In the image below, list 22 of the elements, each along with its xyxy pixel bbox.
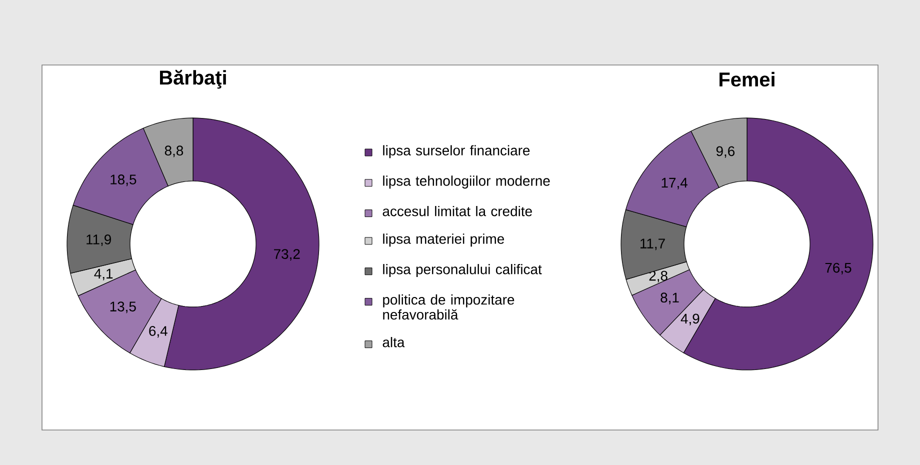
data-label: 17,4 (662, 178, 688, 190)
chart-title: Femei (720, 72, 774, 87)
data-label: 13,5 (110, 302, 136, 314)
data-label: 4,1 (94, 268, 113, 280)
legend-label: lipsa surselor financiare (383, 145, 530, 158)
data-label: 11,9 (86, 234, 111, 246)
data-label: 11,7 (640, 238, 665, 250)
data-label: 8,1 (660, 292, 679, 304)
legend-label: lipsa materiei prime (383, 234, 504, 247)
chart-title: Bărbaţi (160, 70, 226, 89)
data-label: 4,9 (680, 314, 700, 326)
legend-label: lipsa personalului calificat (383, 264, 542, 278)
legend-label: politica de impozitare nefavorabilă (383, 294, 514, 320)
legend-label: alta (382, 337, 405, 348)
data-label: 73,2 (274, 249, 300, 261)
legend-label: accesul limitat la credite (382, 206, 532, 216)
data-label: 8,8 (164, 146, 184, 158)
data-label: 76,5 (825, 262, 852, 274)
data-label: 6,4 (149, 326, 168, 338)
data-label: 9,6 (716, 146, 735, 158)
legend-label: lipsa tehnologiilor moderne (383, 176, 550, 189)
data-label: 18,5 (110, 174, 136, 186)
